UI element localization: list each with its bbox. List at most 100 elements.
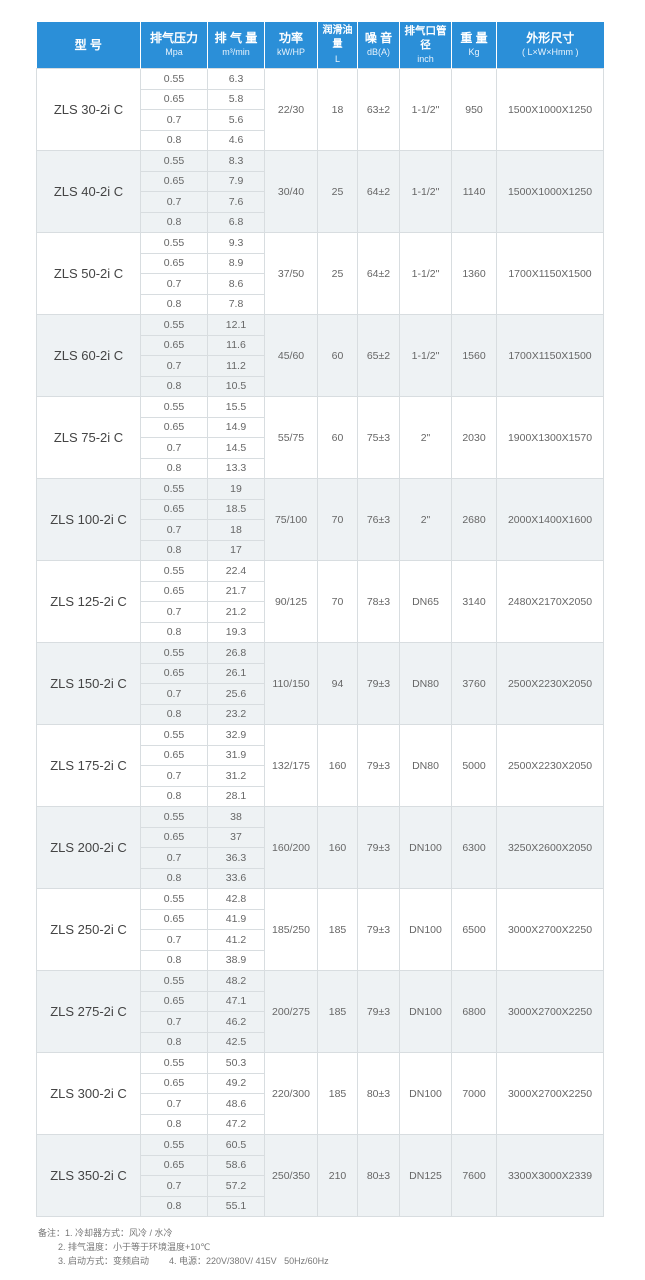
table-row: 0.65 11.6 — [37, 334, 604, 356]
flow-cell: 5.8 — [207, 88, 265, 110]
pressure-cell: 0.65 — [140, 88, 208, 110]
header-noise: 噪 音 dB(A) — [357, 22, 400, 69]
table-row: ZLS 40-2i C 0.55 8.3 30/40 25 64±2 1-1/2" 1140 1… — [36, 150, 604, 233]
table-row: 0.7 36.3 — [37, 847, 604, 869]
pressure-cell: 0.7 — [140, 847, 208, 869]
size-cell: 2480X2170X2050 — [496, 560, 604, 643]
size-cell: 2000X1400X1600 — [496, 478, 604, 561]
pressure-cell: 0.7 — [140, 519, 208, 541]
model-cell: ZLS 300-2i C — [36, 1052, 141, 1135]
flow-cell: 6.3 — [207, 68, 265, 90]
flow-cell: 6.8 — [207, 211, 265, 233]
table-row: 0.8 10.5 — [37, 375, 604, 397]
flow-cell: 18.5 — [207, 498, 265, 520]
weight-cell: 2680 — [451, 478, 497, 561]
table-row: ZLS 100-2i C 0.55 19 75/100 70 76±3 2" 2680 2000… — [36, 478, 604, 561]
pressure-cell: 0.65 — [140, 580, 208, 602]
flow-cell: 42.5 — [207, 1031, 265, 1053]
flow-cell: 21.7 — [207, 580, 265, 602]
pressure-cell: 0.65 — [140, 252, 208, 274]
table-row: 0.65 31.9 — [37, 744, 604, 766]
header-outlet: 排气口管径 inch — [399, 22, 452, 69]
pressure-cell: 0.65 — [140, 170, 208, 192]
pressure-cell: 0.7 — [140, 355, 208, 377]
pressure-cell: 0.55 — [140, 888, 208, 910]
oil-cell: 210 — [317, 1134, 358, 1217]
flow-cell: 7.6 — [207, 191, 265, 213]
model-cell: ZLS 350-2i C — [36, 1134, 141, 1217]
outlet-cell: 1-1/2" — [399, 150, 452, 233]
flow-cell: 41.9 — [207, 908, 265, 930]
flow-cell: 11.2 — [207, 355, 265, 377]
table-row: 0.65 41.9 — [37, 908, 604, 930]
weight-cell: 3760 — [451, 642, 497, 725]
weight-cell: 7600 — [451, 1134, 497, 1217]
size-cell: 3000X2700X2250 — [496, 970, 604, 1053]
pressure-cell: 0.7 — [140, 273, 208, 295]
oil-cell: 25 — [317, 232, 358, 315]
pressure-cell: 0.55 — [140, 806, 208, 828]
power-cell: 90/125 — [264, 560, 318, 643]
table-row: 0.65 21.7 — [37, 580, 604, 602]
table-row: 0.8 7.8 — [37, 293, 604, 315]
flow-cell: 28.1 — [207, 785, 265, 807]
model-cell: ZLS 50-2i C — [36, 232, 141, 315]
outlet-cell: DN100 — [399, 970, 452, 1053]
oil-cell: 185 — [317, 888, 358, 971]
noise-cell: 78±3 — [357, 560, 400, 643]
pressure-cell: 0.8 — [140, 539, 208, 561]
flow-cell: 33.6 — [207, 867, 265, 889]
header-size: 外形尺寸( L×W×Hmm ) — [496, 22, 604, 69]
table-row: ZLS 30-2i C 0.55 6.3 22/30 18 63±2 1-1/2" 950 15… — [36, 68, 604, 151]
header-weight: 重 量 Kg — [451, 22, 497, 69]
table-row: ZLS 250-2i C 0.55 42.8 185/250 185 79±3 DN100 6… — [36, 888, 604, 971]
table-row: 0.7 48.6 — [37, 1093, 604, 1115]
noise-cell: 63±2 — [357, 68, 400, 151]
pressure-cell: 0.8 — [140, 1031, 208, 1053]
pressure-cell: 0.8 — [140, 703, 208, 725]
weight-cell: 950 — [451, 68, 497, 151]
pressure-cell: 0.55 — [140, 642, 208, 664]
oil-cell: 185 — [317, 1052, 358, 1135]
outlet-cell: DN65 — [399, 560, 452, 643]
noise-cell: 79±3 — [357, 806, 400, 889]
pressure-cell: 0.55 — [140, 724, 208, 746]
table-row: 0.8 55.1 — [37, 1195, 604, 1217]
outlet-cell: DN100 — [399, 806, 452, 889]
oil-cell: 70 — [317, 560, 358, 643]
table-row: ZLS 60-2i C 0.55 12.1 45/60 60 65±2 1-1/2" 1560… — [36, 314, 604, 397]
weight-cell: 1360 — [451, 232, 497, 315]
power-cell: 55/75 — [264, 396, 318, 479]
pressure-cell: 0.8 — [140, 457, 208, 479]
size-cell: 3000X2700X2250 — [496, 1052, 604, 1135]
noise-cell: 80±3 — [357, 1134, 400, 1217]
model-cell: ZLS 150-2i C — [36, 642, 141, 725]
power-cell: 75/100 — [264, 478, 318, 561]
table-row: ZLS 75-2i C 0.55 15.5 55/75 60 75±3 2" 2030 1900… — [36, 396, 604, 479]
pressure-cell: 0.7 — [140, 1175, 208, 1197]
power-cell: 110/150 — [264, 642, 318, 725]
oil-cell: 160 — [317, 806, 358, 889]
flow-cell: 10.5 — [207, 375, 265, 397]
flow-cell: 55.1 — [207, 1195, 265, 1217]
pressure-cell: 0.65 — [140, 662, 208, 684]
power-cell: 30/40 — [264, 150, 318, 233]
outlet-cell: 1-1/2" — [399, 68, 452, 151]
flow-cell: 58.6 — [207, 1154, 265, 1176]
flow-cell: 22.4 — [207, 560, 265, 582]
weight-cell: 6800 — [451, 970, 497, 1053]
pressure-cell: 0.7 — [140, 437, 208, 459]
size-cell: 3250X2600X2050 — [496, 806, 604, 889]
flow-cell: 47.2 — [207, 1113, 265, 1135]
pressure-cell: 0.7 — [140, 929, 208, 951]
pressure-cell: 0.7 — [140, 765, 208, 787]
weight-cell: 5000 — [451, 724, 497, 807]
pressure-cell: 0.8 — [140, 621, 208, 643]
model-cell: ZLS 75-2i C — [36, 396, 141, 479]
pressure-cell: 0.65 — [140, 1154, 208, 1176]
model-cell: ZLS 250-2i C — [36, 888, 141, 971]
flow-cell: 5.6 — [207, 109, 265, 131]
flow-cell: 26.1 — [207, 662, 265, 684]
table-row: 0.7 8.6 — [37, 273, 604, 295]
flow-cell: 17 — [207, 539, 265, 561]
